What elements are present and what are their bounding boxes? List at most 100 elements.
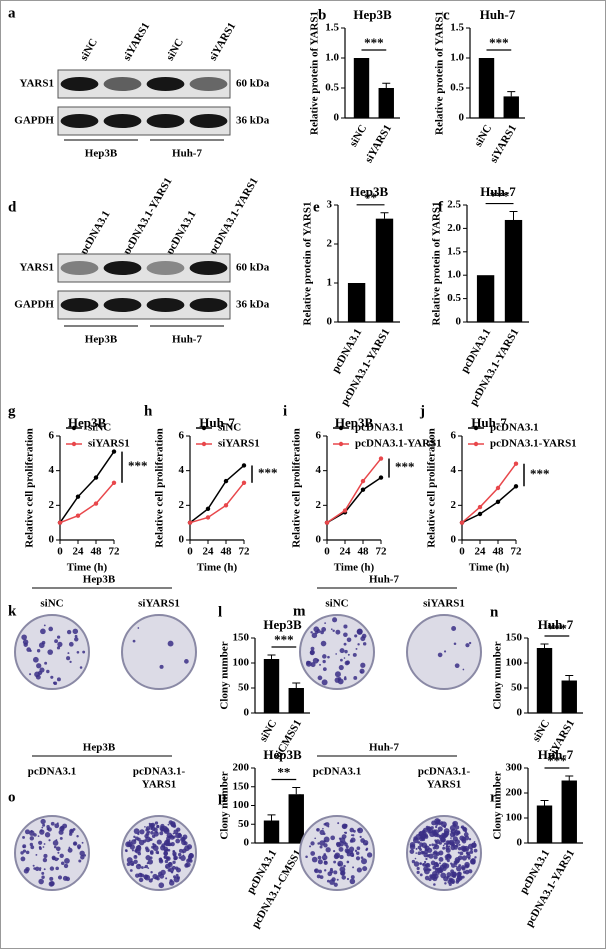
- significance: ***: [489, 35, 509, 50]
- blot-band: [189, 298, 228, 312]
- colony: [344, 824, 347, 827]
- colony: [49, 876, 54, 881]
- colony: [446, 872, 452, 878]
- colony: [343, 657, 346, 659]
- colony: [421, 851, 425, 855]
- error-bar: [382, 82, 391, 88]
- colony: [74, 637, 79, 642]
- significance: **: [277, 764, 290, 779]
- colony: [171, 865, 176, 870]
- colony: [447, 853, 451, 857]
- colony: [434, 839, 437, 842]
- colony: [311, 632, 318, 639]
- colony: [423, 832, 427, 836]
- significance: ***: [547, 621, 567, 636]
- colony: [333, 849, 336, 853]
- y-tick-label: 1.0: [447, 269, 461, 281]
- colony: [63, 863, 69, 869]
- panel-letter: p: [218, 789, 226, 805]
- bar: [375, 218, 394, 322]
- series-line: [189, 464, 245, 524]
- bar: [378, 88, 394, 118]
- x-tick-label: 72: [109, 546, 121, 558]
- colony: [327, 825, 330, 828]
- colony: [69, 660, 72, 664]
- colony: [429, 874, 434, 879]
- legend-marker: [473, 425, 479, 431]
- colony: [25, 850, 30, 855]
- colony: [456, 872, 461, 878]
- colony: [474, 856, 477, 859]
- colony: [164, 849, 167, 853]
- colony: [339, 855, 344, 860]
- colony: [359, 668, 365, 674]
- legend-marker: [473, 441, 479, 447]
- colony: [145, 855, 151, 861]
- colony: [129, 869, 133, 872]
- colony: [356, 867, 362, 873]
- series-line: [59, 451, 115, 524]
- data-point: [241, 463, 247, 468]
- colony: [55, 866, 59, 871]
- colony: [167, 861, 173, 868]
- colony: [139, 829, 145, 835]
- bar: [478, 58, 495, 118]
- significance: ***: [530, 466, 550, 481]
- colony: [43, 868, 46, 871]
- colony: [150, 871, 153, 874]
- colony: [180, 855, 186, 861]
- colony: [433, 861, 439, 867]
- colony: [181, 839, 187, 846]
- colony: [64, 857, 70, 864]
- colony: [434, 825, 438, 829]
- colony: [131, 849, 135, 852]
- colony: [321, 626, 327, 632]
- significance: ***: [128, 458, 148, 473]
- blot-band: [60, 114, 99, 128]
- y-tick-label: 300: [506, 762, 523, 774]
- colony: [147, 867, 150, 869]
- colony: [446, 859, 450, 863]
- colony: [467, 857, 471, 860]
- colony: [469, 850, 474, 854]
- legend-label: siYARS1: [88, 438, 130, 450]
- blot-band: [189, 77, 228, 91]
- colony: [144, 874, 151, 881]
- bar: [504, 219, 523, 322]
- colony: [80, 855, 85, 860]
- colony: [54, 857, 59, 862]
- colony: [77, 846, 81, 850]
- panel-letter: e: [313, 199, 320, 215]
- colony: [433, 883, 436, 886]
- y-tick-label: 0: [327, 316, 333, 328]
- y-tick-label: 150: [233, 780, 250, 792]
- colony: [44, 832, 51, 838]
- colony: [163, 851, 168, 856]
- plate: [299, 614, 375, 690]
- colony: [457, 831, 461, 835]
- colony: [438, 819, 441, 822]
- colony: [466, 864, 470, 868]
- colony: [20, 856, 26, 862]
- bar: [263, 820, 280, 843]
- colony: [335, 653, 337, 655]
- y-tick-label: 0: [316, 534, 322, 546]
- panel-letter: g: [8, 403, 16, 419]
- y-axis-label: Clony number: [219, 641, 231, 709]
- colony: [22, 639, 29, 645]
- colony: [336, 878, 339, 881]
- colony: [42, 857, 48, 863]
- y-tick-label: 0: [456, 316, 462, 328]
- colony: [355, 856, 361, 861]
- colony: [357, 643, 360, 646]
- data-point: [378, 475, 384, 480]
- colony: [349, 878, 356, 885]
- colony: [29, 842, 33, 847]
- colony: [56, 677, 61, 682]
- colony: [458, 864, 462, 867]
- colony: [321, 679, 328, 686]
- colony: [33, 833, 37, 837]
- colony: [36, 649, 41, 653]
- colony: [324, 822, 327, 825]
- error-bar: [540, 643, 549, 648]
